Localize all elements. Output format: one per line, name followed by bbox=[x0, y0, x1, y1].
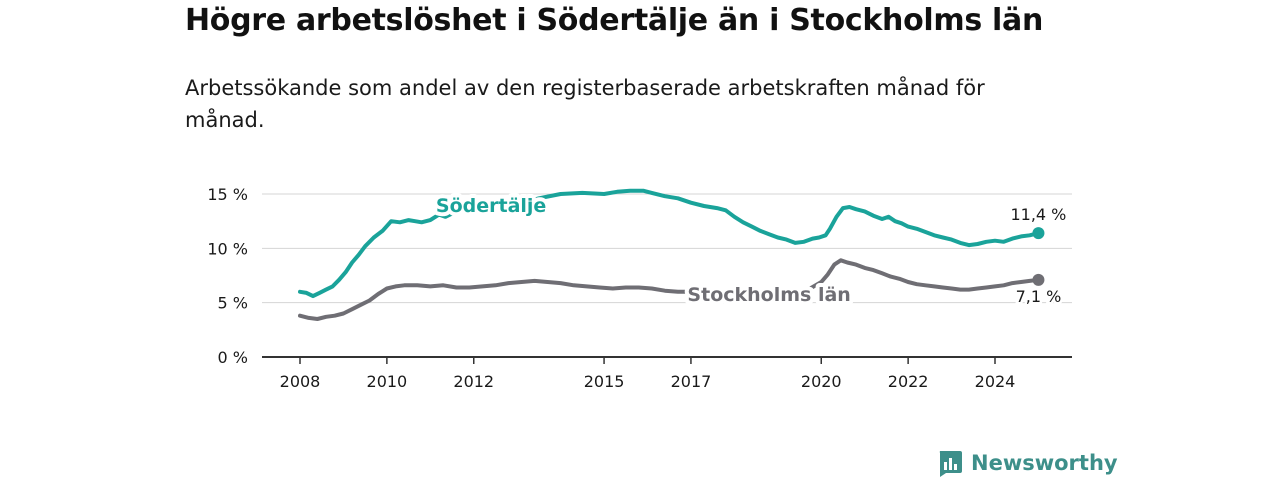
series-name-label: Stockholms län bbox=[687, 284, 850, 306]
series-lines bbox=[298, 188, 1045, 321]
labels: Södertälje Stockholms län 11,4 % 7,1 % bbox=[432, 191, 1069, 310]
newsworthy-logo[interactable]: Newsworthy bbox=[937, 448, 1118, 480]
series-line-1 bbox=[298, 258, 1041, 321]
chart-subtitle: Arbetssökande som andel av den registerb… bbox=[185, 76, 985, 132]
x-tick-label: 2017 bbox=[671, 372, 712, 391]
chart-title: Högre arbetslöshet i Södertälje än i Sto… bbox=[185, 3, 1044, 38]
x-tick-label: 2022 bbox=[888, 372, 929, 391]
logo-text: Newsworthy bbox=[971, 451, 1118, 475]
bar-chart-icon bbox=[939, 451, 962, 477]
series-end-point bbox=[1032, 273, 1045, 286]
x-tick-label: 2010 bbox=[367, 372, 408, 391]
y-tick-label: 10 % bbox=[207, 239, 248, 258]
x-tick-label: 2015 bbox=[584, 372, 625, 391]
y-tick-label: 5 % bbox=[218, 294, 248, 313]
x-tick-label: 2012 bbox=[453, 372, 494, 391]
gridlines bbox=[262, 193, 1072, 304]
y-tick-label: 0 % bbox=[218, 348, 248, 367]
x-tick-label: 2020 bbox=[801, 372, 842, 391]
series-line-0 bbox=[298, 188, 1041, 299]
axes: 0 % 5 % 10 % 15 % 2008 2010 2012 2015 2017 2020 20… bbox=[207, 185, 1072, 391]
x-tick-label: 2024 bbox=[975, 372, 1016, 391]
end-value-label: 11,4 % bbox=[1010, 205, 1066, 224]
x-tick-label: 2008 bbox=[280, 372, 321, 391]
end-value-label: 7,1 % bbox=[1016, 287, 1062, 306]
series-name-label: Södertälje bbox=[436, 195, 546, 217]
y-tick-label: 15 % bbox=[207, 185, 248, 204]
series-end-point bbox=[1032, 227, 1045, 240]
